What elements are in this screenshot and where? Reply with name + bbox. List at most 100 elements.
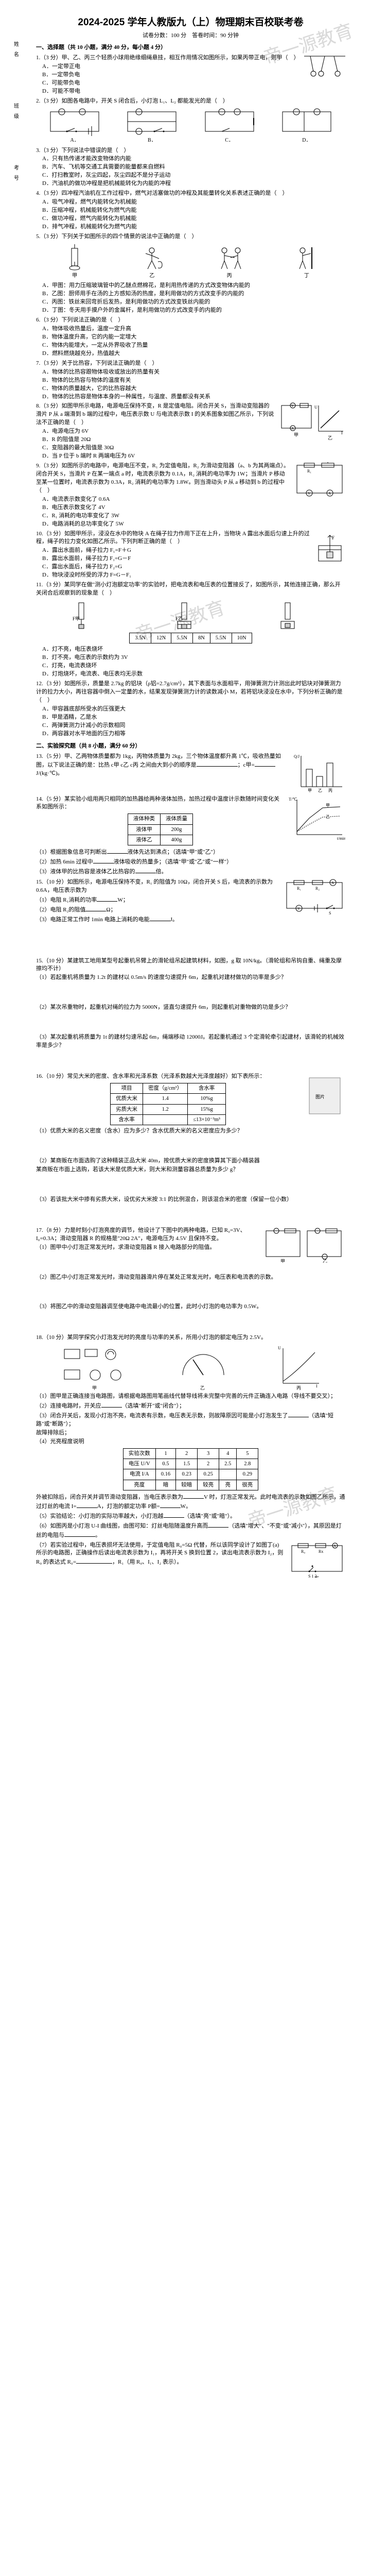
svg-text:丙: 丙 (328, 788, 332, 793)
svg-text:A: A (333, 1544, 336, 1548)
q19-p6c: A，灯泡的额定功率 P额= (97, 1503, 160, 1510)
q5-optD: D．丁图：冬天用手摸户外的金属杆，是利用做功的方式改变手的内能的 (42, 307, 339, 315)
q20-blank: ，R₁（用 R₀、I₁、I₂ 表示）。 (112, 1559, 182, 1565)
svg-text:t/min: t/min (337, 836, 345, 841)
binding-column: 姓名 班级 考号 (8, 41, 29, 302)
svg-text:乙: 乙 (318, 788, 322, 793)
question-14: T/℃t/min 甲乙 14.（5 分）某实验小组用两只相同的加热器给两种液体加… (36, 795, 345, 877)
q1-optD: D．可能不带电 (42, 88, 166, 96)
q5-capA: 甲 (59, 273, 90, 280)
q19-p8: （6）如图丙是小灯泡 U-I 曲线图，由图可知：灯丝电阻随温度升高而 (36, 1523, 208, 1529)
q5-optC: C．丙图：铁丝来回弯折后发热，是利用做功的方式改变铁丝内能的 (42, 298, 339, 307)
question-12: 12.（3 分）如图所示，质量是 2.7kg 的铝块（ρ铝=2.7g/cm³），… (36, 680, 345, 738)
q16-p1: （1）若起重机将质量为 1.2t 的建材以 0.5m/s 的速度匀速提升 6m，… (36, 974, 345, 982)
q19-p6d: W。 (181, 1503, 191, 1510)
q3-optC: C．打扫教室时，灰尘四起，灰尘四起不是分子运动 (42, 172, 339, 180)
q11-table: 3.5N12N5.5N8N5.5N10N (129, 633, 252, 643)
q12-optD: D．两容器对水平地面的压力相等 (42, 730, 188, 738)
q3-optA: A．只有热传递才能改变物体的内能 (42, 155, 339, 163)
q5-figA (59, 243, 90, 272)
q1-optC: C．可能带负电 (42, 79, 166, 88)
question-16: 15.（10 分）某建筑工地用某型号起重机吊臂上的滑轮组吊起建筑材料，如图，g … (36, 957, 345, 1072)
svg-text:甲: 甲 (294, 432, 298, 437)
question-15: R₁ R₂ A V S 15.（10 分）如图所示，电源电压保持不变，R₁ 的阻… (36, 878, 345, 956)
q18-p2: （2）图乙中小灯泡正常发光时，滑动变阻器滑片停在某处正常发光时，电压表和电流表的… (36, 1274, 345, 1282)
q15-figure: R₁ R₂ A V S (284, 878, 345, 914)
question-8: V A 甲 IU 乙 8.（3 分）如图甲所示电路，电源电压保持不变，R 是定值… (36, 402, 345, 461)
q14-p2b: 液体吸收的热量多；（选填"甲"或"乙"或"一样"） (114, 859, 232, 865)
svg-text:乙: 乙 (323, 1259, 327, 1263)
q7-optA: A．物体的比热容跟物体吸收或放出的热量有关 (42, 368, 339, 377)
svg-text:R₀: R₀ (301, 1549, 305, 1554)
question-2: 2.（3 分）如图各电路中，开关 S 闭合后，小灯泡 L₁、L₂ 都能发光的是（… (36, 97, 345, 144)
q8-figure: V A 甲 IU 乙 (278, 402, 345, 459)
q3-stem: 3.（3 分）下列说法中错误的是（ ） (36, 147, 345, 155)
q8-optC: C．变阻器的最大阻值是 30Ω (42, 444, 153, 452)
question-3: 3.（3 分）下列说法中错误的是（ ） A．只有热传递才能改变物体的内能 B．汽… (36, 147, 345, 189)
svg-text:V: V (297, 907, 300, 911)
q6-stem: 6.（3 分）下列说法正确的是（ ） (36, 316, 345, 325)
q4-optC: C．做功冲程，燃气内能转化为机械能 (42, 215, 339, 223)
q9-figure: R₁ V A (294, 462, 345, 498)
q17-figure: 图片 (304, 1073, 345, 1119)
q19-p4: 故障排除后； (36, 1429, 345, 1437)
svg-text:丁: 丁 (314, 1576, 319, 1578)
q6-optD: D．燃料燃烧越充分，热值越大 (42, 350, 339, 358)
q7-stem: 7.（3 分）关于比热容，下列说法正确的是（ ） (36, 360, 345, 368)
svg-text:乙: 乙 (326, 815, 330, 819)
svg-text:U: U (278, 1346, 281, 1350)
q2-circuitB (124, 108, 180, 136)
svg-text:甲: 甲 (92, 1385, 97, 1391)
q5-figD (291, 243, 322, 272)
q14-p2: （2）加热 6min 过程中 (36, 859, 93, 865)
q10-figure: F (314, 530, 345, 566)
q12-stem: 12.（3 分）如图所示，质量是 2.7kg 的铝块（ρ铝=2.7g/cm³），… (36, 680, 345, 705)
q18-figure: 甲 乙 (263, 1227, 345, 1263)
q19-figC: IU丙 (276, 1344, 322, 1391)
q17-p2b: 某商贩在市面上选购，若该大米是优质大米，则大米和测量容器总质量为多少 g？ (36, 1166, 345, 1174)
q10-stem: 10.（3 分）如图甲所示，浸没在水中的物块 A 在绳子拉力作用下正在上升，当物… (36, 530, 345, 547)
q19-p1: （1）图甲是正确连接当电路图，请根据电路图用笔画线代替导线将未完整中完善的元件正… (36, 1393, 345, 1401)
q2-circuitA (46, 108, 103, 136)
svg-text:F甲: F甲 (73, 616, 80, 621)
svg-text:R₁: R₁ (307, 469, 311, 473)
q11-figB: F乙 (172, 600, 208, 631)
svg-text:A: A (291, 427, 294, 431)
svg-text:A: A (331, 881, 334, 885)
q13-figure: 甲 乙 丙 Q/J (294, 753, 345, 794)
svg-text:Rx: Rx (319, 1549, 323, 1554)
q11-stem: 11.（3 分）某同学在做"测小灯泡额定功率"的实验时，把电流表和电压表的位置接… (36, 581, 345, 598)
section1-header: 一、选择题（共 10 小题，满分 40 分，每小题 4 分） (36, 44, 345, 52)
svg-text:I: I (341, 431, 343, 435)
q6-optB: B．物体温度升高，它的内能一定增大 (42, 333, 339, 342)
q10-optC: C．露出水面后，绳子拉力 F₂=G (42, 563, 171, 571)
q11-figC (276, 600, 312, 631)
svg-text:S: S (329, 911, 331, 914)
q5-capB: 乙 (136, 273, 167, 280)
q13-unit: J/(kg·℃)。 (36, 770, 63, 776)
svg-text:I: I (316, 1384, 318, 1388)
q15-p3a: （3）电路正常工作时 1min 电路上消耗的电能 (36, 917, 150, 923)
q2-capC: C． (201, 137, 258, 145)
question-1: 1.（3 分）甲、乙、丙三个轻质小球用绝缘细绳悬挂，相互作用情况如图所示，如果丙… (36, 54, 345, 96)
q10-optA: A．露出水面前，绳子拉力 F₁=F＋G (42, 547, 171, 555)
q17-stem: 16.（10 分）常见大米的密度、含水率和光泽系数（光泽系数越大光泽度越好）如下… (36, 1073, 345, 1081)
q15-p1b: W； (117, 897, 128, 903)
q10-optD: D．物块浸没时所受的浮力 F=G－F₁ (42, 571, 171, 580)
q18-p3: （3）将图乙中的滑动变阻器调至使电路中电流最小的位置，此时小灯泡的电功率为 0.… (36, 1303, 345, 1311)
svg-text:V: V (291, 404, 294, 408)
svg-text:A: A (328, 492, 331, 496)
q9-optD: D．电路消耗的总功率变化了 5W (42, 520, 161, 529)
q4-stem: 4.（3 分）四冲程汽油机在工作过程中，燃气对活塞做功的冲程及其能量转化关系表述… (36, 190, 345, 198)
q19-table: 实验次数12345 电压 U/V0.51.522.52.8 电流 I/A0.16… (123, 1448, 259, 1490)
q11-optC: C．灯亮，电流表烧坏 (42, 662, 188, 670)
q5-optB: B．乙图：厨师用手在汤的上方感知汤的热度，是利用做功的方式改变手的内能的 (42, 290, 339, 298)
q16-p3: （3）某次起重机将质量为 1t 的建材匀速吊起 6m，绳端移动 12000J。若… (36, 1033, 345, 1050)
q2-capA: A． (46, 137, 103, 145)
q11-optA: A．灯不亮，电压表烧坏 (42, 646, 188, 654)
q19-p2: （2）连接电路时，开关应 (36, 1403, 101, 1409)
q6-optC: C．物体内能增大，一定从外界吸收了热量 (42, 342, 339, 350)
q15-p1a: （1）电阻 R₁消耗的功率 (36, 897, 97, 903)
q12-optA: A．甲容器底部所受水的压强更大 (42, 705, 188, 714)
q11-optB: B．灯不亮，电压表的示数约为 3V (42, 654, 188, 662)
